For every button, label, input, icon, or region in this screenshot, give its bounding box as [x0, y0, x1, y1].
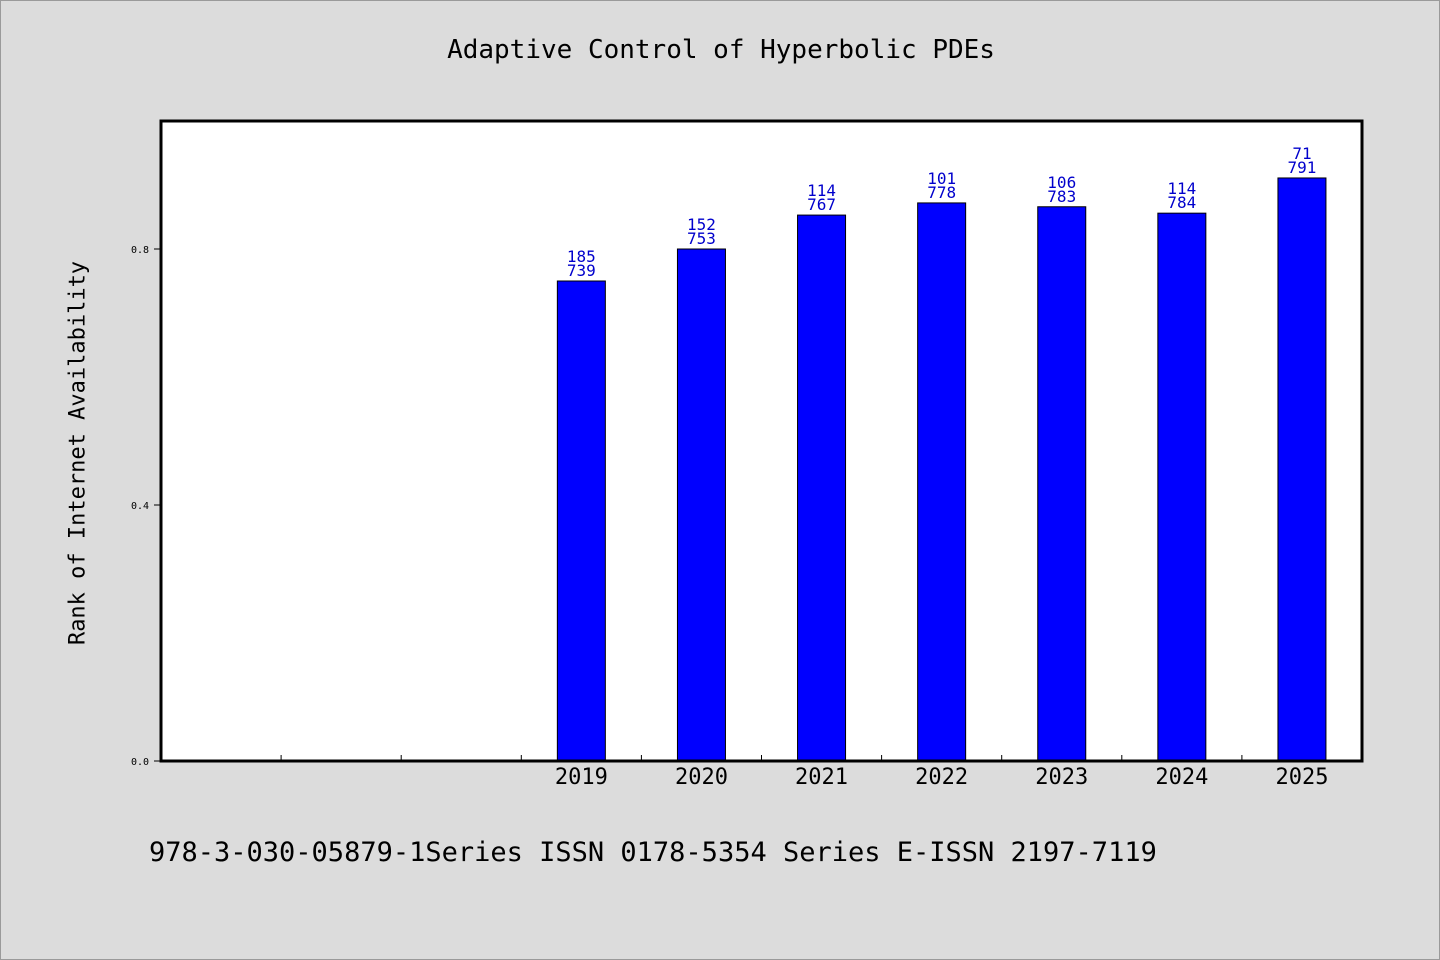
bar-label-top: 71	[1292, 144, 1311, 163]
bar-label-top: 101	[927, 169, 956, 188]
bar-label-top: 106	[1047, 173, 1076, 192]
x-tick-label: 2022	[915, 765, 968, 790]
x-tick-label: 2019	[555, 765, 608, 790]
plot-frame	[159, 119, 1364, 763]
x-tick-label: 2025	[1275, 765, 1328, 790]
bar	[1277, 177, 1327, 762]
bar-label-bottom: 739	[567, 261, 596, 280]
x-tick-label: 2024	[1155, 765, 1208, 790]
bar-label-bottom: 753	[687, 229, 716, 248]
x-tick-label: 2023	[1035, 765, 1088, 790]
bar-label-bottom: 767	[807, 195, 836, 214]
bar	[797, 214, 847, 762]
y-tick-label: 0.0	[131, 757, 149, 768]
y-tick-label: 0.8	[131, 245, 149, 256]
bar	[676, 248, 726, 762]
bar-label-top: 114	[1167, 179, 1196, 198]
bar-label-bottom: 784	[1167, 193, 1196, 212]
bar-label-bottom: 778	[927, 183, 956, 202]
bar-label-top: 185	[567, 247, 596, 266]
footer-text: 978-3-030-05879-1Series ISSN 0178-5354 S…	[149, 837, 1157, 868]
bar-label-bottom: 791	[1287, 158, 1316, 177]
bar	[917, 202, 967, 762]
chart-title: Adaptive Control of Hyperbolic PDEs	[447, 35, 995, 65]
x-tick-label: 2020	[675, 765, 728, 790]
y-tick-label: 0.4	[131, 501, 149, 512]
bar	[1157, 212, 1207, 762]
bar	[556, 280, 606, 762]
x-tick-label: 2021	[795, 765, 848, 790]
bar-label-top: 152	[687, 215, 716, 234]
bar	[1037, 206, 1087, 762]
bar-label-bottom: 783	[1047, 187, 1076, 206]
bar-label-top: 114	[807, 181, 836, 200]
